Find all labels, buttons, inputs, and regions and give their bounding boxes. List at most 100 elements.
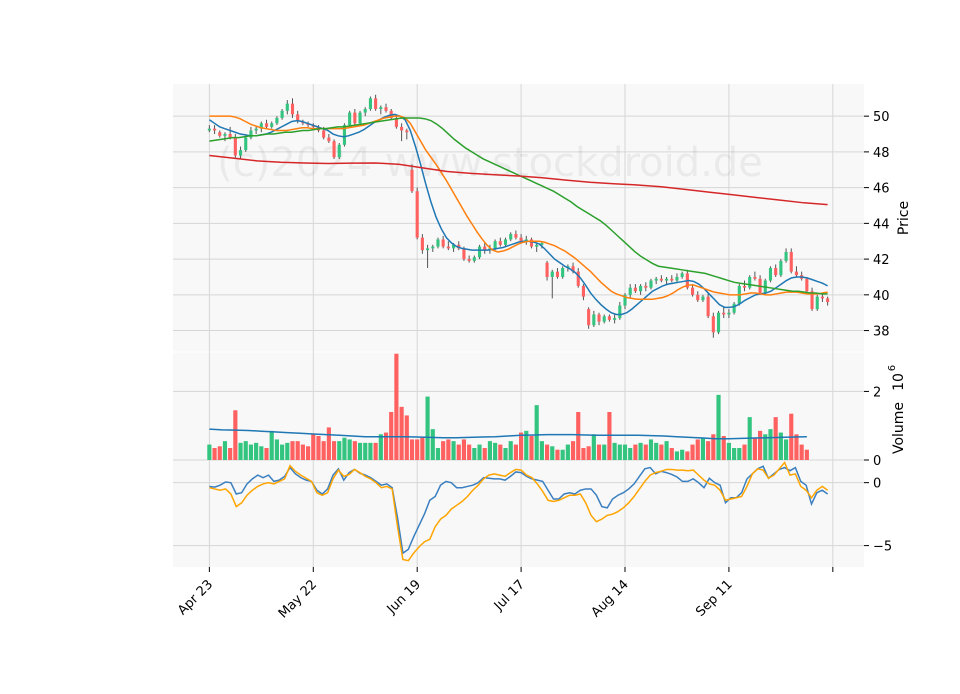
volume-bar xyxy=(383,432,389,460)
candle xyxy=(358,110,362,126)
volume-bar xyxy=(337,441,342,460)
volume-bar xyxy=(700,437,706,460)
candle xyxy=(602,314,606,324)
candle xyxy=(550,269,554,299)
ma_short-line xyxy=(208,113,828,316)
volume-bar xyxy=(565,444,570,460)
candle-body xyxy=(368,98,372,110)
volume-bar xyxy=(378,434,383,460)
volume-bar xyxy=(768,429,773,460)
x-tick-label: Jun 19 xyxy=(384,577,424,617)
candle xyxy=(768,266,773,283)
candle-body xyxy=(581,285,586,297)
volume-bar xyxy=(752,437,757,460)
volume-bar xyxy=(472,448,477,460)
candle xyxy=(815,294,819,311)
candle xyxy=(223,132,227,142)
volume-axis-label: Volume xyxy=(891,402,907,454)
candle-body xyxy=(238,150,243,156)
candle xyxy=(264,119,269,129)
candle-body xyxy=(774,268,778,276)
candle xyxy=(826,296,830,306)
candle xyxy=(259,121,263,133)
candle-body xyxy=(555,271,560,277)
candle xyxy=(628,284,632,299)
candle xyxy=(207,125,211,133)
volume-bar xyxy=(581,448,586,460)
price-panel xyxy=(173,84,864,352)
volume-bar xyxy=(669,448,674,460)
macd-lines xyxy=(209,461,829,562)
candle xyxy=(581,284,586,301)
volume-bar xyxy=(363,442,368,460)
volume-bar xyxy=(300,444,305,460)
candle-body xyxy=(535,244,539,247)
candle-body xyxy=(259,123,263,129)
candle-body xyxy=(415,191,419,238)
volume-bar xyxy=(612,442,617,460)
candle-body xyxy=(503,239,508,245)
candle xyxy=(794,266,799,277)
candle xyxy=(680,271,684,279)
candle-body xyxy=(327,137,331,142)
candle xyxy=(706,293,710,319)
candle xyxy=(711,312,715,338)
x-tick-label: Jul 17 xyxy=(491,577,528,614)
candle-body xyxy=(561,268,565,277)
volume-bar xyxy=(342,437,347,460)
macd-panel xyxy=(173,460,864,567)
volume-bar xyxy=(404,415,409,460)
candle xyxy=(337,142,341,160)
candle-body xyxy=(722,312,726,315)
candle xyxy=(472,255,476,263)
candle xyxy=(503,237,508,247)
candle xyxy=(483,243,487,254)
candle xyxy=(722,307,726,319)
volume-bar xyxy=(441,441,446,460)
candle xyxy=(363,107,367,117)
volume-bar xyxy=(487,441,493,460)
volume-bar xyxy=(685,451,690,460)
candle xyxy=(410,164,414,193)
candle-body xyxy=(519,237,523,242)
candle-body xyxy=(431,246,435,249)
volume-bar xyxy=(467,444,472,460)
volume-bar xyxy=(446,439,451,460)
candle-body xyxy=(545,262,549,277)
volume-bar xyxy=(456,444,461,460)
volume-bar xyxy=(415,439,420,460)
candle-body xyxy=(358,112,362,124)
candle-body xyxy=(249,130,253,138)
candle-body xyxy=(296,114,300,122)
candle-body xyxy=(716,312,721,333)
candle xyxy=(384,103,388,113)
volume-bar xyxy=(347,439,352,460)
volume-bar xyxy=(664,441,669,460)
candle-body xyxy=(820,296,824,299)
volume-bar xyxy=(773,417,778,460)
candle xyxy=(353,109,357,126)
price-tick-label: 40 xyxy=(873,289,890,304)
volume-bar xyxy=(742,444,747,460)
candle-body xyxy=(670,278,674,281)
volume-bar xyxy=(648,439,654,460)
candle xyxy=(732,301,736,315)
candle xyxy=(332,139,336,160)
volume-bar xyxy=(254,442,259,460)
candle xyxy=(774,264,778,277)
candle-body xyxy=(810,291,814,310)
candle-body xyxy=(644,285,648,288)
volume-bar xyxy=(207,444,212,460)
volume-bar xyxy=(794,434,799,460)
candle-body xyxy=(441,239,445,247)
candle-body xyxy=(493,241,497,249)
volume-bar xyxy=(638,442,643,460)
candle xyxy=(654,276,658,285)
candle-body xyxy=(789,251,793,272)
candle-body xyxy=(711,316,715,333)
volume-bar xyxy=(493,442,498,460)
candle-body xyxy=(426,248,430,251)
candle-body xyxy=(826,298,830,302)
volume-bar xyxy=(633,444,638,460)
